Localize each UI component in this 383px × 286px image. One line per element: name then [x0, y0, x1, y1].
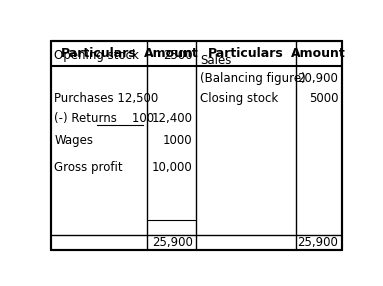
Text: (-) Returns    100: (-) Returns 100 [54, 112, 154, 124]
Text: Purchases 12,500: Purchases 12,500 [54, 92, 159, 105]
Text: (Balancing figure): (Balancing figure) [200, 72, 306, 85]
Text: 10,000: 10,000 [152, 161, 193, 174]
Text: Sales: Sales [200, 54, 231, 67]
Text: Gross profit: Gross profit [54, 161, 123, 174]
Text: Particulars: Particulars [61, 47, 137, 60]
Text: Particulars: Particulars [208, 47, 284, 60]
Text: Wages: Wages [54, 134, 93, 146]
Text: 1000: 1000 [163, 134, 193, 146]
Text: 25,900: 25,900 [297, 236, 338, 249]
Text: 12,400: 12,400 [152, 112, 193, 124]
Text: Amount: Amount [144, 47, 199, 60]
Text: Opening stock: Opening stock [54, 49, 139, 62]
Text: 20,900: 20,900 [297, 72, 338, 85]
Text: Amount: Amount [291, 47, 346, 60]
Text: Closing stock: Closing stock [200, 92, 278, 105]
Text: 5000: 5000 [309, 92, 338, 105]
Text: 2500: 2500 [163, 49, 193, 62]
Text: 25,900: 25,900 [152, 236, 193, 249]
